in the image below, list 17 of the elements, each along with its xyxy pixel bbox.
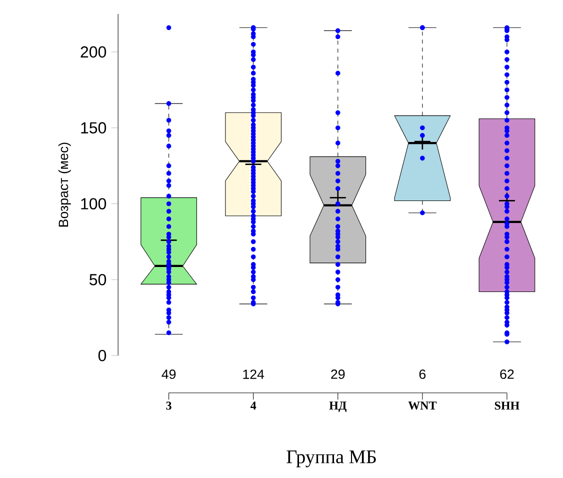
- text: 29: [331, 370, 345, 380]
- x-axis-title: Группа МБ: [286, 450, 376, 468]
- x-tick-label: НД: [329, 402, 347, 412]
- y-axis-title: Возраст (мес): [58, 142, 71, 227]
- text: 49: [162, 370, 176, 380]
- y-tick-label: 50: [90, 274, 106, 286]
- y-tick-label: 0: [98, 350, 106, 362]
- text: 6: [419, 370, 426, 380]
- text: 124: [243, 370, 264, 380]
- x-tick-label: SHH: [494, 402, 520, 410]
- x-tick-label: 3: [166, 402, 172, 410]
- x-tick-label: WNT: [408, 402, 437, 410]
- x-tick-label: 4: [250, 402, 256, 410]
- y-tick-label: 200: [80, 46, 106, 58]
- y-tick-label: 100: [81, 198, 106, 210]
- text: 62: [500, 370, 514, 380]
- y-tick-label: 150: [81, 122, 106, 134]
